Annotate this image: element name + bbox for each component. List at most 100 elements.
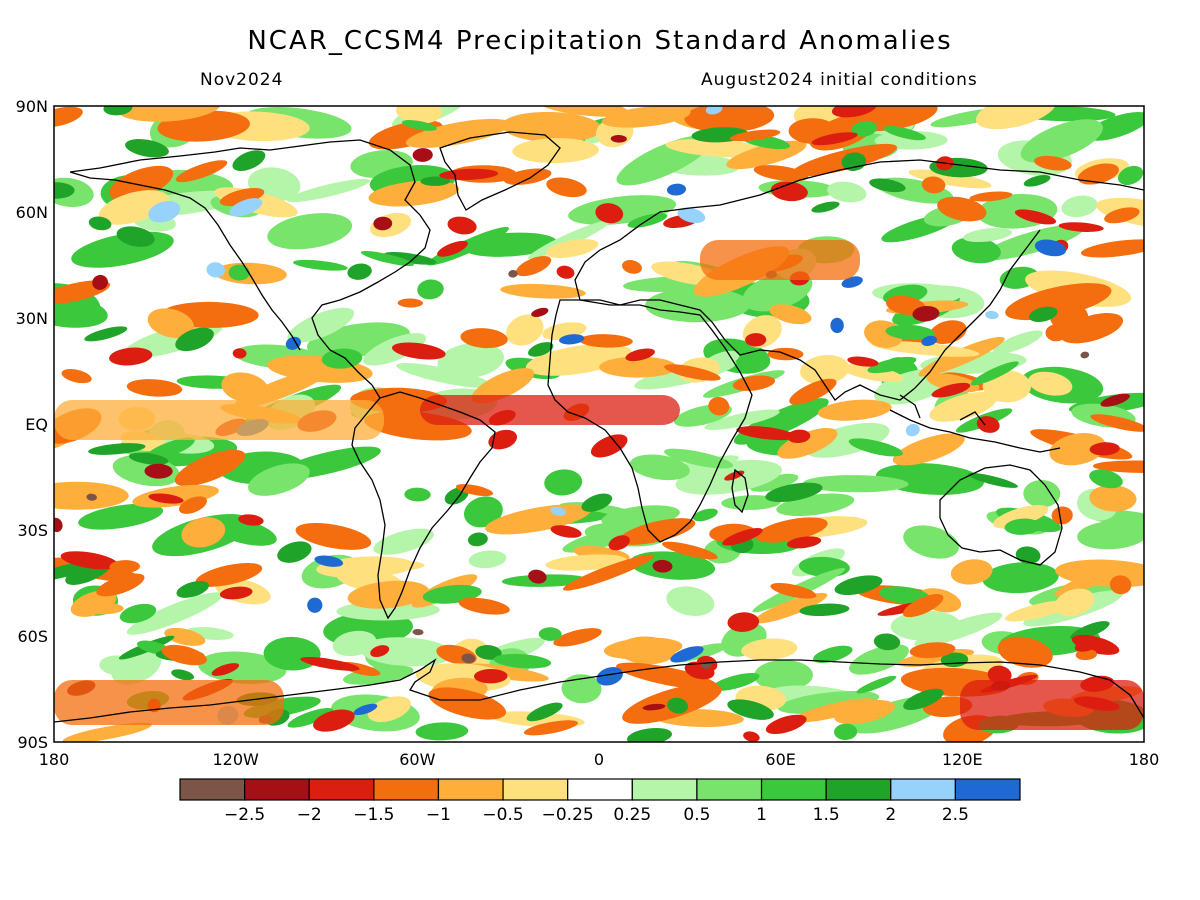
anomaly-patch (692, 508, 718, 522)
anomaly-patch (314, 555, 344, 567)
anomaly-patch (992, 330, 1043, 355)
anomaly-patch (195, 562, 263, 587)
anomaly-patch (353, 703, 378, 716)
colorbar-label: −2.5 (224, 805, 265, 825)
anomaly-patch (1109, 575, 1132, 595)
anomaly-field-layer (54, 106, 1144, 742)
colorbar-swatch (696, 778, 763, 801)
colorbar-swatch (567, 778, 633, 801)
anomaly-patch (1015, 546, 1041, 564)
coast-greenland (439, 131, 561, 211)
anomaly-patch (501, 111, 602, 143)
anomaly-patch (908, 169, 992, 189)
anomaly-patch (232, 348, 247, 359)
anomaly-patch (1054, 588, 1095, 617)
anomaly-patch (1075, 649, 1097, 661)
anomaly-patch (903, 525, 959, 559)
anomaly-patch (905, 423, 920, 437)
colorbar-swatch (437, 778, 504, 801)
colorbar: −2.5 −2 −1.5 −1 −0.5 −0.25 0.25 0.5 1 1.5 2 2.5 (179, 778, 1021, 825)
anomaly-patch (1061, 195, 1098, 218)
anomaly-patch (232, 150, 266, 171)
anomaly-patch (1104, 207, 1140, 224)
anomaly-patch (827, 181, 867, 203)
anomaly-band (700, 240, 860, 280)
anomaly-patch (1034, 239, 1067, 257)
anomaly-patch (417, 279, 444, 300)
anomaly-patch (412, 148, 433, 162)
anomaly-patch (804, 422, 890, 458)
anomaly-patch (599, 356, 677, 378)
anomaly-patch (625, 348, 655, 362)
lat-tick-label: 60N (16, 203, 48, 222)
lon-tick-label: 180 (39, 750, 70, 769)
anomaly-patch (125, 139, 169, 158)
anomaly-patch (248, 463, 310, 496)
anomaly-patch (802, 475, 909, 493)
anomaly-patch (88, 443, 146, 455)
anomaly-patch (590, 434, 628, 458)
anomaly-patch (770, 583, 817, 599)
anomaly-patch (493, 653, 552, 669)
anomaly-patch (1060, 313, 1124, 344)
anomaly-patch (670, 646, 704, 663)
anomaly-patch (474, 668, 508, 684)
coast-north-america (69, 139, 431, 399)
anomaly-patch (119, 603, 157, 624)
anomaly-patch (903, 688, 944, 711)
coast-maritime-asia (889, 394, 1061, 453)
anomaly-patch (78, 503, 164, 530)
anomaly-patch (503, 168, 552, 185)
coast-australia (939, 464, 1063, 566)
anomaly-patch (754, 659, 813, 691)
anomaly-patch (981, 224, 1085, 261)
map-field (54, 106, 1144, 742)
anomaly-patch (219, 187, 265, 207)
anomaly-patch (677, 207, 706, 224)
anomaly-patch (373, 216, 393, 231)
anomaly-patch (550, 506, 567, 516)
anomaly-patch (307, 597, 323, 613)
anomaly-patch (54, 106, 83, 128)
anomaly-band (54, 400, 384, 440)
anomaly-patch (396, 106, 442, 124)
anomaly-patch (60, 551, 118, 570)
anomaly-patch (198, 651, 287, 684)
anomaly-patch (1004, 518, 1042, 535)
anomaly-patch (1089, 469, 1123, 489)
lat-tick-label: 90S (17, 733, 48, 752)
anomaly-patch (295, 522, 372, 550)
anomaly-patch (851, 120, 878, 137)
coast-africa (547, 299, 753, 543)
colorbar-label: −0.25 (542, 805, 594, 825)
colorbar-swatch (954, 778, 1021, 801)
anomaly-patch (1074, 639, 1100, 652)
anomaly-patch (601, 106, 691, 128)
anomaly-patch (383, 251, 437, 265)
anomaly-patch (144, 463, 173, 479)
colorbar-swatch (502, 778, 569, 801)
anomaly-patch (550, 525, 582, 538)
anomaly-patch (373, 528, 434, 555)
anomaly-patch (579, 334, 633, 348)
anomaly-patch (116, 226, 155, 247)
anomaly-band (960, 680, 1144, 730)
anomaly-patch (175, 327, 214, 352)
anomaly-patch (515, 256, 552, 277)
colorbar-label: 0.5 (683, 805, 710, 825)
colorbar-label: −1.5 (353, 805, 394, 825)
colorbar-label: 2.5 (942, 805, 969, 825)
anomaly-patch (755, 517, 828, 543)
anomaly-patch (743, 731, 760, 742)
anomaly-patch (921, 335, 938, 347)
anomaly-patch (642, 703, 666, 711)
anomaly-patch (512, 138, 599, 164)
anomaly-patch (1117, 165, 1144, 185)
lat-tick-label: EQ (25, 415, 48, 434)
anomaly-patch (447, 216, 477, 235)
anomaly-patch (727, 699, 774, 720)
anomaly-patch (61, 369, 92, 384)
anomaly-patch (1080, 239, 1144, 258)
colorbar-label: −2 (297, 805, 322, 825)
anomaly-patch (595, 203, 624, 224)
